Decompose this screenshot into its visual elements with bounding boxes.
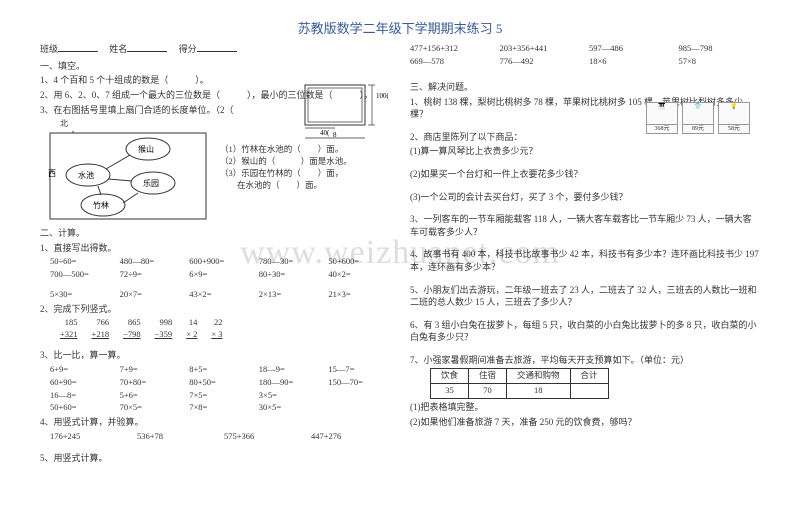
doc-title: 苏教版数学二年级下学期期末练习 5 [40, 20, 760, 38]
product-lamp: 💡58元 [718, 102, 750, 134]
note4: 在水池的（ ）面。 [220, 180, 352, 192]
name-label: 姓名 [109, 44, 127, 54]
wq6: 6、有 3 组小白兔在拔萝卜，每组 5 只，收白菜的小白兔比拔萝卜的多 8 只，… [410, 319, 760, 344]
p4: 4、用竖式计算，并验算。 [40, 416, 390, 429]
p1: 1、直接写出得数。 [40, 242, 390, 255]
svg-text:竹林: 竹林 [93, 200, 109, 210]
svg-text:猴山: 猴山 [138, 144, 154, 154]
cmp-row4: 50+60=70×5=7×8=30×5= [50, 402, 390, 414]
page: www.weizhuanet.com 苏教版数学二年级下学期期末练习 5 班级 … [0, 0, 800, 506]
wq2c: (3)一个公司的会计去买台灯，买了 3 个，要付多少钱？ [410, 191, 760, 204]
right-column: 477+156+312203+356+441597—486985—798 669… [410, 42, 760, 466]
table-row: 饮食住宿交通和购物合计 [431, 369, 609, 384]
cmp-row2: 60+90=70+80=80+50=180—90=150—70= [50, 377, 390, 389]
note1: （1）竹林在水池的（ ）面。 [220, 144, 352, 156]
wq7a: (1)把表格填完整。 [410, 401, 760, 414]
score-label: 得分 [179, 44, 197, 54]
class-label: 班级 [40, 44, 58, 54]
section2-heading: 二、计算。 [40, 227, 390, 240]
product-shirt: 👕89元 [682, 102, 714, 134]
cmp-row3: 16—8=5+6=7×5=3×5= [50, 390, 390, 402]
svg-text:乐园: 乐园 [143, 178, 159, 188]
worksheet: 苏教版数学二年级下学期期末练习 5 班级 姓名 得分 一、填空。 1、4 个百和… [40, 20, 760, 486]
table-row: 357018 [431, 384, 609, 399]
svg-text:西: 西 [48, 169, 56, 178]
calc-row3: 5×30=20×7=43×2=2×13=21×3= [50, 289, 390, 301]
calc-row1: 50÷60=480—80=600+900=780—30=50+600= [50, 256, 390, 268]
wq3: 3、一列客车的一节车厢能载客 118 人，一辆大客车载客比一节车厢少 73 人，… [410, 213, 760, 238]
fig1-w: 8 [333, 131, 337, 139]
cmp-row1: 6+9=7+9=8+5=18—9=15—7= [50, 364, 390, 376]
left-column: 班级 姓名 得分 一、填空。 1、4 个百和 5 个十组成的数是（ ）。 2、用… [40, 42, 390, 466]
wq5: 5、小朋友们出去游玩，二年级一班去了 23 人，二班去了 32 人，三班去的人数… [410, 284, 760, 309]
calc-row2: 700—500=72÷9=6×9=80÷30=40×2= [50, 269, 390, 281]
top-row2: 669—578776—49218×657×8 [410, 56, 760, 68]
section1-heading: 一、填空。 [40, 60, 390, 73]
svg-text:水池: 水池 [78, 170, 94, 180]
p3: 3、比一比，算一算。 [40, 349, 390, 362]
wq4: 4、故事书有 400 本，科技书比故事书少 42 本，科技书有多少本？连环画比科… [410, 248, 760, 273]
vertical-calc: 185+321 766+218 865−798 998−359 14× 2 22… [60, 317, 390, 341]
product-images: 🎹368元 👕89元 💡58元 [646, 102, 750, 134]
note3: （3）乐园在竹林的（ ）面， [220, 168, 352, 180]
p5: 5、用竖式计算。 [40, 452, 390, 465]
note2: （2）猴山的（ ）面是水池。 [220, 156, 352, 168]
fig1-d: 40( [320, 129, 330, 137]
top-row1: 477+156+312203+356+441597—486985—798 [410, 43, 760, 55]
p4-row: 176+245536+78575+366447+276 [50, 431, 390, 443]
header-row: 班级 姓名 得分 [40, 42, 390, 56]
p2: 2、完成下列竖式。 [40, 303, 390, 316]
product-accordion: 🎹368元 [646, 102, 678, 134]
map-notes: （1）竹林在水池的（ ）面。 （2）猴山的（ ）面是水池。 （3）乐园在竹林的（… [220, 144, 352, 192]
door-figure: 100( 40( 8 [290, 80, 390, 140]
wq7: 7、小强家暑假期间准备去旅游，平均每天开支预算如下。（单位：元） [410, 354, 760, 367]
budget-table: 饮食住宿交通和购物合计 357018 [430, 368, 609, 399]
fig1-h: 100( [376, 92, 390, 100]
wq2b: (2)如果买一个台灯和一件上衣要花多少钱？ [410, 168, 760, 181]
section3-heading: 三、解决问题。 [410, 81, 760, 94]
wq7b: (2)如果他们准备旅游 7 天，准备 250 元的饮食费，够吗？ [410, 416, 760, 429]
wq2a: (1)算一算风琴比上衣贵多少元？ [410, 145, 760, 158]
